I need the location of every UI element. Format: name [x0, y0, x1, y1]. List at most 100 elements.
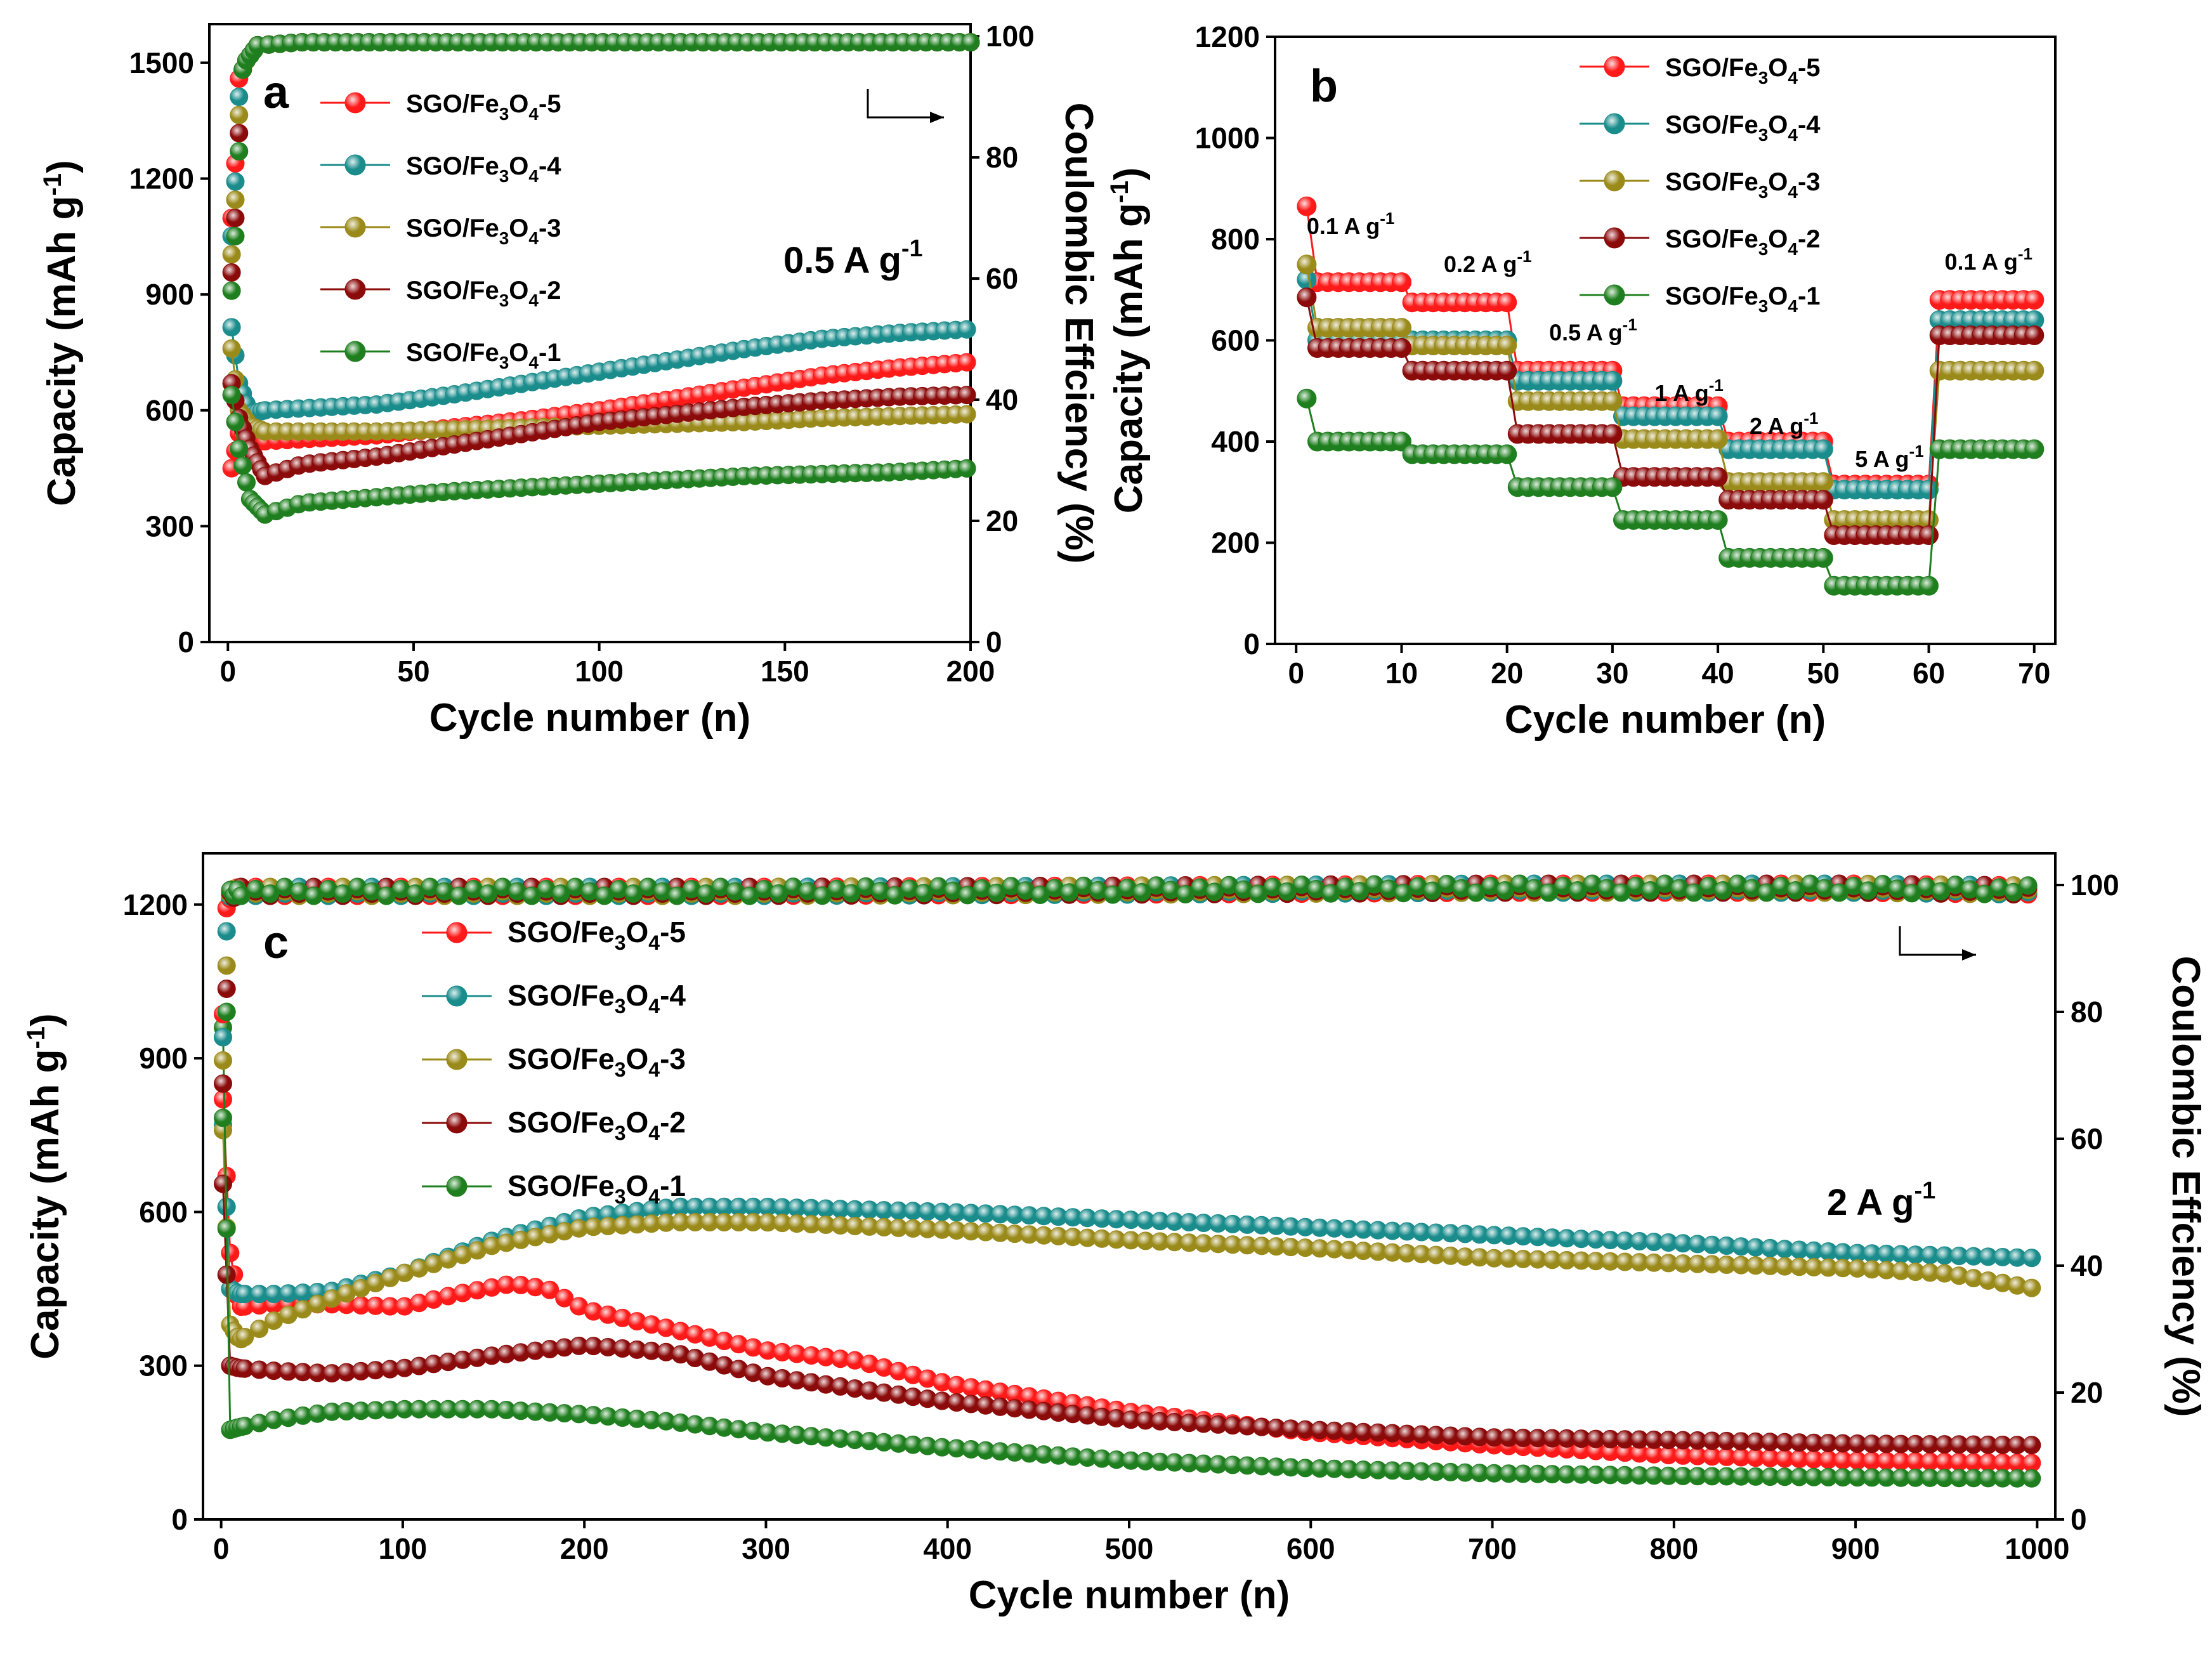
legend-marker: [1604, 56, 1625, 77]
current-density-main: 0.5 A g: [783, 240, 901, 281]
legend-label-part: -3: [660, 1042, 686, 1075]
x-tick-label: 500: [1105, 1532, 1154, 1565]
data-point: [1602, 371, 1623, 391]
efficiency-point: [230, 88, 249, 107]
y-axis-label: Capacity (mAh g-1): [22, 1013, 67, 1359]
x-tick-label: 0: [213, 1532, 230, 1565]
rate-label-main: 0.1 A g: [1307, 213, 1380, 239]
legend-label-sub: 3: [1758, 68, 1769, 88]
efficiency-point: [961, 33, 980, 52]
efficiency-point: [222, 263, 241, 282]
data-point: [1708, 429, 1728, 449]
data-point: [2024, 439, 2045, 459]
data-point: [2024, 325, 2045, 345]
x-tick-label: 50: [397, 655, 429, 688]
x-tick-label: 40: [1702, 657, 1734, 690]
y-tick-label: 1200: [1195, 20, 1260, 53]
legend-label: SGO/Fe3O4-4: [1665, 111, 1821, 145]
y-tick-label: 1200: [123, 888, 188, 921]
efficiency-point: [226, 209, 245, 228]
legend-label-part: O: [509, 214, 528, 242]
legend-label: SGO/Fe3O4-4: [507, 979, 686, 1018]
rate-label: 0.1 A g-1: [1944, 244, 2032, 275]
legend-label-part: SGO/Fe: [1665, 225, 1758, 253]
y2-tick-label: 100: [986, 20, 1035, 53]
y2-tick-label: 0: [986, 626, 1002, 659]
data-point: [957, 353, 976, 372]
data-point: [1297, 287, 1317, 308]
efficiency-point: [217, 956, 236, 975]
x-tick-label: 150: [761, 655, 809, 688]
data-point: [222, 318, 241, 337]
x-tick-label: 60: [1913, 657, 1945, 690]
legend-label-part: -1: [1798, 282, 1821, 310]
y-tick-label: 300: [145, 509, 194, 542]
y-tick-label: 0: [1243, 627, 1260, 660]
legend-label-part: O: [1768, 282, 1788, 310]
legend-label-sub: 4: [528, 291, 539, 310]
data-point: [1392, 318, 1411, 338]
legend-label-part: -5: [1798, 54, 1821, 82]
legend-label-part: -4: [1798, 111, 1821, 139]
y-tick-label: 800: [1211, 223, 1260, 256]
data-point: [1919, 525, 1939, 545]
legend-marker: [344, 154, 366, 176]
y2-tick-label: 80: [2071, 995, 2103, 1028]
y-tick-label: 600: [139, 1195, 188, 1228]
data-point: [1497, 444, 1517, 464]
rate-label-sup: -1: [1380, 209, 1394, 228]
legend-label-part: SGO/Fe: [507, 1042, 615, 1075]
legend-label-part: SGO/Fe: [1665, 54, 1758, 82]
legend-marker: [344, 279, 366, 300]
current-density-label: 2 A g-1: [1827, 1177, 1935, 1223]
panel-c: 0 100 200 300 400 500 600 700 800 900 100003006009…: [22, 852, 2208, 1617]
legend-marker: [446, 985, 468, 1007]
legend-label-sub: 4: [648, 931, 660, 954]
legend-label-sub: 4: [1788, 182, 1798, 202]
rate-label-sup: -1: [1623, 315, 1637, 334]
legend-marker: [1604, 227, 1625, 249]
y-tick-label: 400: [1211, 425, 1260, 458]
current-density-label: 0.5 A g-1: [783, 235, 923, 281]
rate-label-sup: -1: [1909, 442, 1924, 461]
series-sgo-fe3o4-3: [1297, 254, 2045, 530]
legend-marker: [446, 1112, 468, 1134]
legend-label-part: SGO/Fe: [406, 90, 499, 118]
y2-axis-label: Coulombic Effciency (%): [2164, 956, 2208, 1417]
y-tick-label: 300: [139, 1349, 188, 1382]
data-point: [2022, 1278, 2041, 1297]
data-point: [1708, 467, 1728, 487]
data-point: [235, 1328, 254, 1346]
rate-label: 5 A g-1: [1855, 442, 1923, 472]
x-tick-label: 800: [1649, 1532, 1698, 1565]
legend-label-sub: 3: [1758, 182, 1769, 202]
x-tick-label: 0: [219, 655, 236, 688]
x-tick-label: 700: [1468, 1532, 1517, 1565]
data-point: [1392, 338, 1411, 358]
data-point: [1919, 480, 1939, 500]
x-tick-label: 200: [560, 1532, 609, 1565]
legend-marker: [446, 1049, 468, 1070]
legend-label-part: -4: [660, 979, 686, 1012]
legend-label: SGO/Fe3O4-4: [406, 152, 561, 186]
legend-label: SGO/Fe3O4-1: [406, 339, 561, 372]
efficiency-point: [214, 1074, 232, 1093]
y-axis-label: Capacity (mAh g-1): [1106, 167, 1151, 513]
panel-letter: c: [263, 917, 289, 968]
y-axis-label-main: Capacity (mAh g: [23, 1049, 67, 1360]
efficiency-point: [222, 281, 241, 300]
y2-tick-label: 40: [986, 383, 1018, 416]
legend-label: SGO/Fe3O4-2: [507, 1106, 686, 1145]
rate-label-sup: -1: [2018, 244, 2032, 263]
data-point: [2022, 1469, 2041, 1488]
x-tick-label: 1000: [2005, 1532, 2069, 1565]
data-point: [1497, 292, 1517, 313]
legend-label-sub: 3: [499, 291, 509, 310]
panel-b: 0 10 20 30 40 50 60 70 0 200 400 600 800 1000 1200 Cycl…: [1106, 20, 2057, 742]
efficiency-point: [222, 245, 241, 264]
legend-label-sub: 4: [1788, 239, 1798, 259]
data-point: [1919, 575, 1939, 596]
legend-label-part: O: [1768, 54, 1788, 82]
